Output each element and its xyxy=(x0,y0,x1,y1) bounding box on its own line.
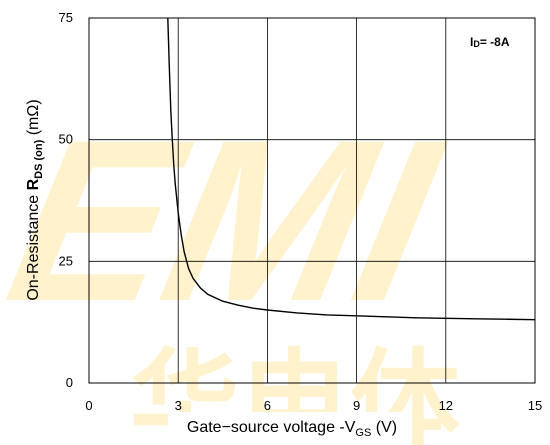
x-tick-label-0: 0 xyxy=(85,398,92,413)
annotation-sub: D xyxy=(473,39,480,49)
annotation-main: I xyxy=(470,35,473,49)
watermark-letters: EMI xyxy=(0,92,459,349)
x-axis-title-sub: GS xyxy=(355,427,371,439)
y-tick-label-0: 0 xyxy=(66,375,73,390)
x-tick-label-3: 9 xyxy=(353,398,360,413)
annotation-rest: = -8A xyxy=(480,35,510,49)
x-tick-label-5: 15 xyxy=(528,398,542,413)
x-axis-title: Gate−source voltage -VGS (V) xyxy=(187,419,397,439)
y-axis-title-sub: DS (on) xyxy=(33,139,45,178)
y-axis-title-bold: R xyxy=(25,178,42,190)
y-tick-label-2: 50 xyxy=(59,132,73,147)
plot-area xyxy=(88,17,536,384)
watermark: EMI 华电体 xyxy=(0,92,460,445)
y-axis-title-suffix: (mΩ) xyxy=(25,99,42,139)
series-line xyxy=(167,17,536,321)
x-tick-label-4: 12 xyxy=(439,398,453,413)
x-tick-label-1: 3 xyxy=(175,398,182,413)
annotation: ID= -8A xyxy=(470,35,510,49)
y-tick-label-3: 75 xyxy=(59,10,73,25)
y-axis-title-prefix: On-Resistance xyxy=(25,190,42,300)
grid-layer xyxy=(89,18,535,383)
y-tick-label-1: 25 xyxy=(59,253,73,268)
x-axis-title-prefix: Gate−source voltage -V xyxy=(187,419,356,436)
y-axis-title: On-Resistance RDS (on) (mΩ) xyxy=(25,99,45,300)
x-axis-title-backdrop xyxy=(168,412,412,445)
tick-layer: 0 3 6 9 12 15 0 25 50 75 xyxy=(59,10,543,413)
x-axis-title-suffix: (V) xyxy=(371,419,397,436)
x-tick-label-2: 6 xyxy=(264,398,271,413)
